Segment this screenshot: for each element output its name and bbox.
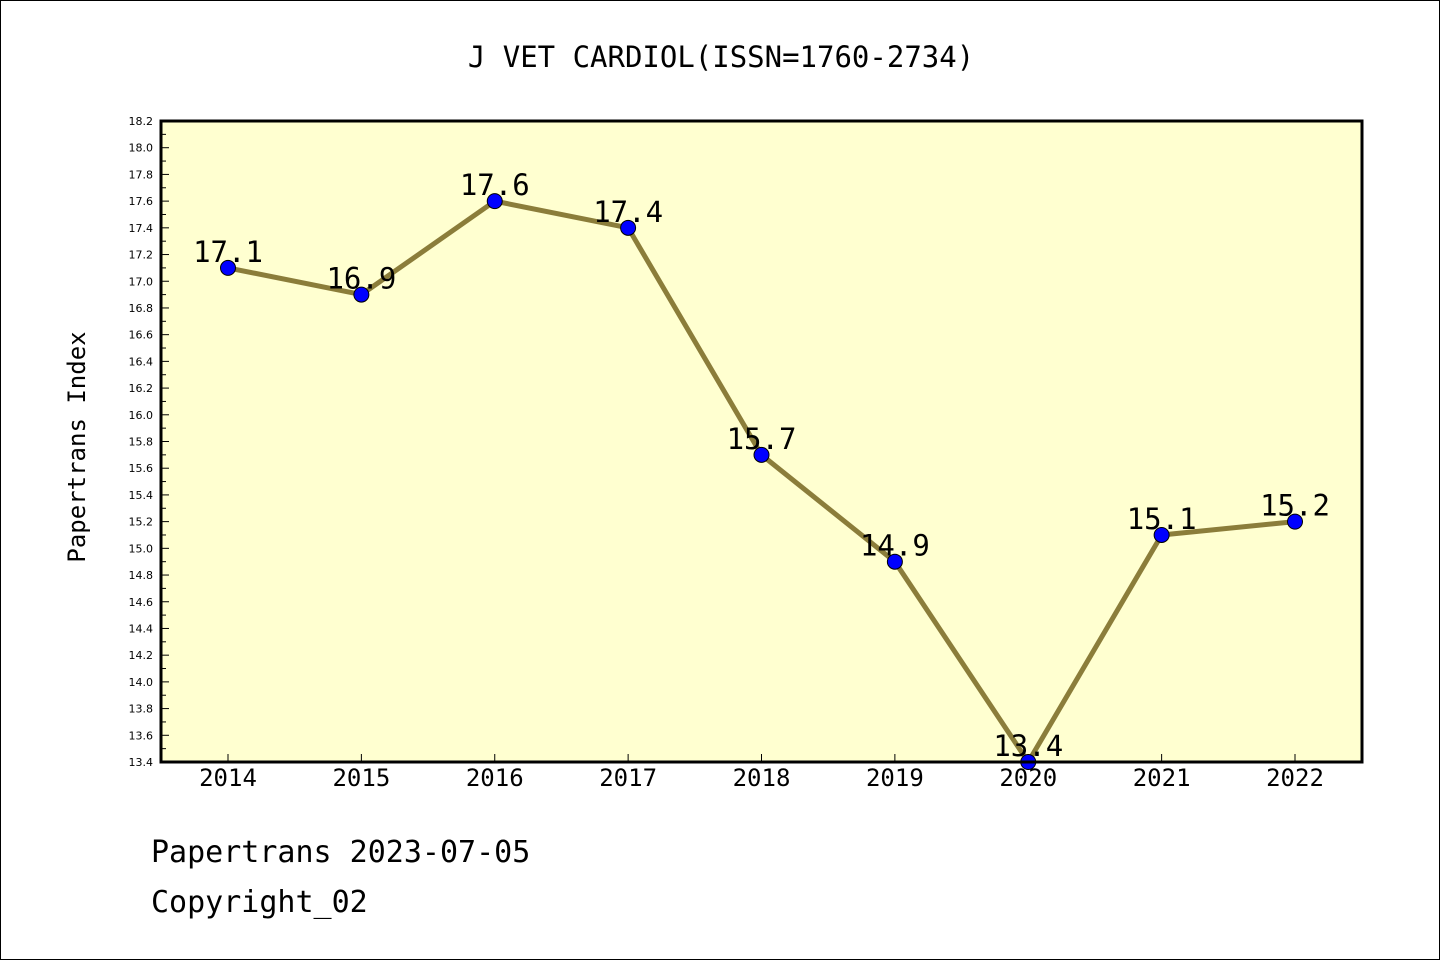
- series-layer: 17.1 16.9 17.6 17.4 15.7 14.9 13.4 15.1 15.2: [193, 168, 1330, 770]
- y-tick-label: 16.8: [129, 302, 154, 315]
- y-tick-label: 15.6: [129, 462, 154, 475]
- x-tick-label: 2022: [1266, 764, 1324, 792]
- data-label: 17.6: [460, 168, 530, 202]
- y-tick-label: 15.8: [129, 436, 154, 449]
- x-tick-label: 2019: [866, 764, 924, 792]
- y-tick-label: 13.8: [129, 703, 154, 716]
- y-tick-label: 13.4: [129, 756, 154, 769]
- y-tick-label: 14.6: [129, 596, 154, 609]
- y-tick-label: 15.0: [129, 542, 154, 555]
- data-point: [353, 286, 370, 303]
- data-label: 14.9: [860, 529, 930, 563]
- data-label: 13.4: [993, 729, 1063, 763]
- y-tick-label: 14.2: [129, 649, 154, 662]
- data-point: [1287, 513, 1303, 530]
- y-tick-label: 18.2: [129, 115, 154, 128]
- plot-area: [161, 121, 1362, 762]
- data-point: [220, 259, 236, 276]
- y-tick-label: 18.0: [129, 142, 154, 155]
- y-tick-label: 14.8: [129, 569, 154, 582]
- x-axis: 2014 2015 2016 2017 2018 2019 2020 2021 2022: [199, 754, 1324, 792]
- footer-date: Papertrans 2023-07-05: [151, 835, 531, 870]
- y-tick-label: 16.0: [129, 409, 154, 422]
- y-tick-label: 17.0: [129, 275, 154, 288]
- y-tick-label: 16.2: [129, 382, 154, 395]
- y-tick-label: 16.6: [129, 329, 154, 342]
- chart-title: J VET CARDIOL(ISSN=1760-2734): [468, 40, 974, 74]
- y-axis-label: Papertrans Index: [63, 331, 91, 562]
- y-tick-label: 13.6: [129, 729, 154, 742]
- data-label: 16.9: [326, 262, 396, 296]
- data-point: [753, 446, 770, 463]
- data-point: [886, 553, 903, 570]
- y-tick-label: 17.2: [129, 249, 154, 262]
- data-point: [486, 193, 503, 210]
- data-label: 15.7: [727, 422, 797, 456]
- x-tick-label: 2016: [466, 764, 524, 792]
- y-tick-label: 17.8: [129, 168, 154, 181]
- y-tick-label: 17.4: [129, 222, 154, 235]
- x-tick-label: 2015: [332, 764, 390, 792]
- data-label: 15.1: [1127, 502, 1197, 536]
- y-axis: 13.4 13.6 13.8 14.0 14.2 14.4 14.6 14.8 15.0 15.2…: [129, 115, 169, 769]
- x-tick-label: 2017: [599, 764, 657, 792]
- data-label: 15.2: [1260, 489, 1330, 523]
- y-tick-label: 15.2: [129, 516, 154, 529]
- y-tick-label: 16.4: [129, 355, 154, 368]
- y-tick-label: 17.6: [129, 195, 154, 208]
- data-point: [1153, 526, 1170, 543]
- y-tick-label: 15.4: [129, 489, 154, 502]
- y-tick-label: 14.0: [129, 676, 154, 689]
- y-tick-label: 14.4: [129, 622, 154, 635]
- x-tick-label: 2014: [199, 764, 257, 792]
- data-label: 17.1: [193, 235, 263, 269]
- data-point: [620, 219, 637, 236]
- footer-copyright: Copyright_02: [151, 885, 368, 920]
- data-label: 17.4: [593, 195, 663, 229]
- x-tick-label: 2018: [733, 764, 791, 792]
- plot-border: [159, 119, 1364, 764]
- x-tick-label: 2021: [1133, 764, 1191, 792]
